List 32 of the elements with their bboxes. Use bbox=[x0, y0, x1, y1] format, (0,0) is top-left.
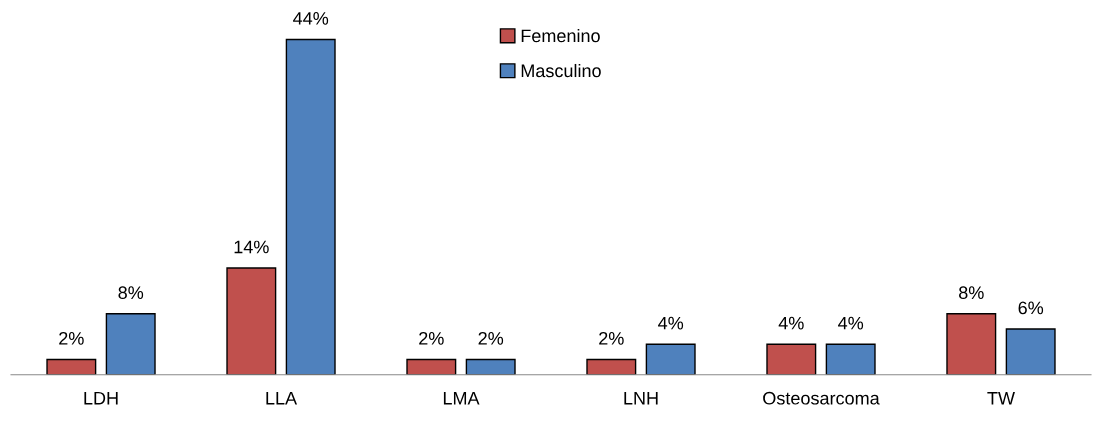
data-label: 8% bbox=[959, 286, 984, 300]
bar bbox=[645, 343, 696, 375]
data-label: 14% bbox=[234, 240, 269, 254]
bar bbox=[226, 267, 277, 375]
bar bbox=[105, 313, 156, 375]
bar bbox=[825, 343, 876, 375]
bar bbox=[406, 358, 457, 375]
x-tick-label: LDH bbox=[84, 392, 118, 405]
bar bbox=[766, 343, 817, 375]
x-tick-label: LNH bbox=[624, 392, 658, 405]
data-label: 2% bbox=[478, 331, 504, 345]
data-label: 44% bbox=[293, 12, 329, 25]
x-tick-label: TW bbox=[987, 392, 1015, 405]
data-label: 2% bbox=[599, 331, 624, 345]
legend-label: Masculino bbox=[521, 63, 601, 78]
bar bbox=[465, 358, 516, 375]
bar bbox=[1005, 328, 1056, 375]
data-label: 8% bbox=[118, 286, 144, 300]
data-label: 6% bbox=[1018, 301, 1044, 315]
data-label: 4% bbox=[658, 316, 684, 330]
data-label: 4% bbox=[838, 316, 864, 330]
data-label: 4% bbox=[778, 316, 804, 330]
x-tick-label: LLA bbox=[266, 392, 298, 405]
x-tick-label: LMA bbox=[443, 392, 480, 405]
bar bbox=[586, 358, 637, 375]
data-label: 2% bbox=[59, 331, 84, 345]
bar bbox=[285, 38, 336, 375]
bar bbox=[946, 313, 997, 375]
data-label: 2% bbox=[419, 331, 444, 345]
x-tick-label: Osteosarcoma bbox=[763, 391, 880, 405]
bar bbox=[46, 358, 97, 375]
legend-label: Femenino bbox=[521, 28, 600, 43]
